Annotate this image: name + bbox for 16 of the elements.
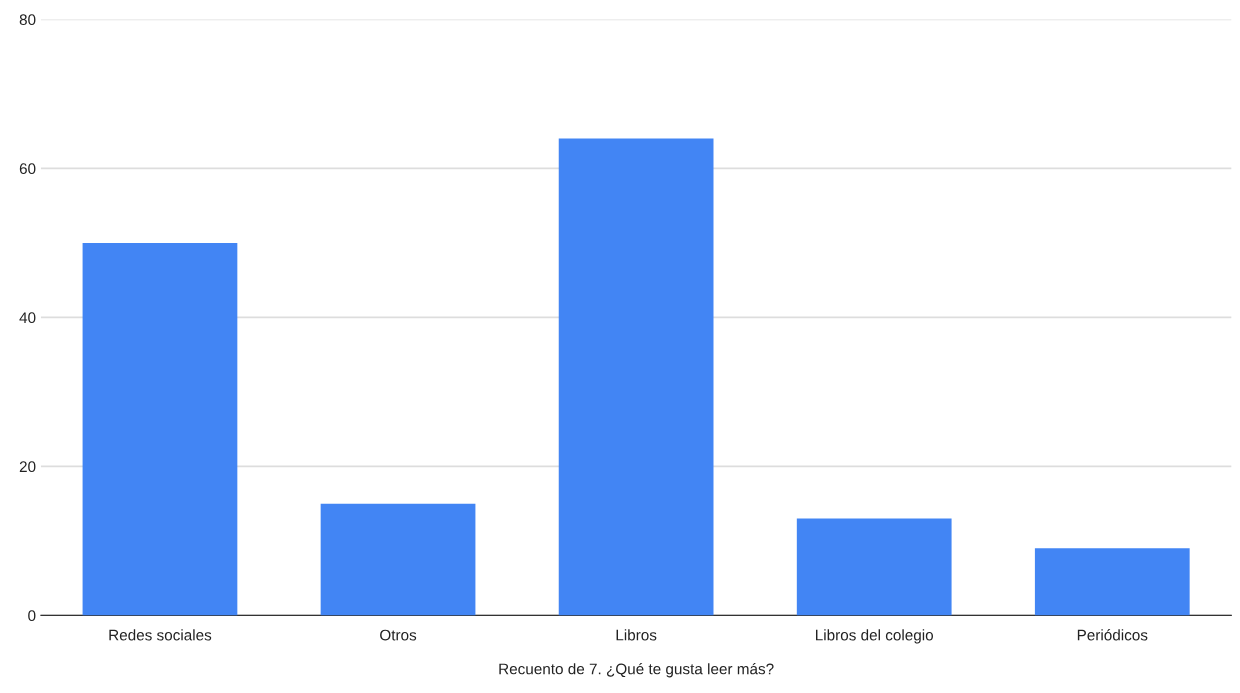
y-tick-label: 0 <box>28 610 36 622</box>
bar <box>1034 548 1190 616</box>
bar <box>558 138 714 616</box>
x-tick-label: Redes sociales <box>109 629 212 641</box>
x-tick-label: Libros del colegio <box>816 629 934 644</box>
y-tick-label: 40 <box>19 312 36 324</box>
y-tick-label: 60 <box>19 163 36 175</box>
x-tick-label: Periódicos <box>1077 629 1148 641</box>
x-tick-label: Otros <box>380 629 417 641</box>
x-axis-title: Recuento de 7. ¿Qué te gusta leer más? <box>499 662 774 678</box>
x-tick-label: Libros <box>616 629 657 641</box>
bar <box>82 242 238 616</box>
bar <box>320 503 476 616</box>
y-tick-label: 80 <box>19 14 36 26</box>
y-tick-label: 20 <box>19 461 36 473</box>
bar <box>796 518 952 616</box>
